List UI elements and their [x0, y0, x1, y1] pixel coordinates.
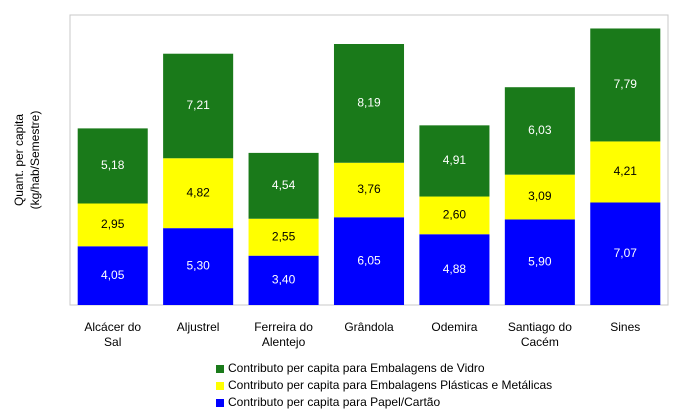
data-label: 2,55	[272, 229, 296, 243]
data-label: 4,21	[614, 164, 638, 178]
bar-segment	[419, 234, 490, 305]
data-label: 2,95	[101, 217, 125, 231]
data-label: 3,40	[272, 273, 296, 287]
legend-label: Contributo per capita para Papel/Cartão	[228, 395, 440, 409]
data-label: 4,88	[443, 262, 467, 276]
data-label: 4,05	[101, 268, 125, 282]
data-label: 7,07	[614, 246, 638, 260]
bar-segment	[163, 228, 234, 305]
bar-segment	[333, 162, 405, 218]
data-label: 2,60	[443, 208, 467, 222]
legend-swatch	[216, 399, 224, 407]
bar-segment	[504, 174, 575, 220]
data-label: 7,21	[186, 98, 210, 112]
bar-segment	[248, 218, 319, 256]
bar-segment	[590, 28, 661, 142]
bar-segment	[163, 158, 234, 229]
data-label: 4,91	[443, 153, 467, 167]
bar-segment	[333, 217, 405, 305]
legend-swatch	[216, 382, 224, 390]
y-axis-label: Quant. per capita	[12, 114, 26, 206]
data-label: 6,03	[528, 123, 552, 137]
bar-segment	[248, 152, 319, 219]
bar-segment	[248, 255, 319, 305]
bar-segment	[163, 53, 234, 159]
bar-segment	[504, 87, 575, 175]
legend-label: Contributo per capita para Embalagens Pl…	[228, 378, 552, 392]
x-tick-label: Grândola	[344, 320, 394, 334]
data-label: 7,79	[614, 77, 638, 91]
data-label: 4,54	[272, 178, 296, 192]
data-label: 3,76	[357, 182, 381, 196]
bar-segment	[590, 202, 661, 305]
data-label: 5,18	[101, 158, 125, 172]
bar-segment	[590, 141, 661, 203]
bar-segment	[504, 219, 575, 305]
bar-segment	[419, 196, 490, 235]
bar-segment	[333, 44, 405, 163]
data-label: 5,90	[528, 254, 552, 268]
bar-segment	[77, 128, 148, 204]
x-tick-label: Ferreira do Alentejo	[254, 320, 313, 349]
y-axis-label: (kg/hab/Semestre)	[28, 111, 42, 210]
x-tick-label: Aljustrel	[176, 320, 220, 334]
data-label: 6,05	[357, 253, 381, 267]
x-tick-label: Odemira	[431, 320, 478, 334]
data-label: 4,82	[186, 185, 210, 199]
legend-label: Contributo per capita para Embalagens de…	[228, 361, 485, 375]
data-label: 3,09	[528, 189, 552, 203]
x-tick-label: Santiago do Cacém	[507, 320, 572, 349]
data-label: 8,19	[357, 96, 381, 110]
x-tick-label: Sines	[610, 320, 641, 334]
legend-swatch	[216, 365, 224, 373]
bar-segment	[77, 246, 148, 305]
x-tick-label: Alcácer do Sal	[84, 320, 142, 349]
bar-segment	[419, 125, 490, 197]
data-label: 5,30	[186, 259, 210, 273]
bar-segment	[77, 203, 148, 247]
